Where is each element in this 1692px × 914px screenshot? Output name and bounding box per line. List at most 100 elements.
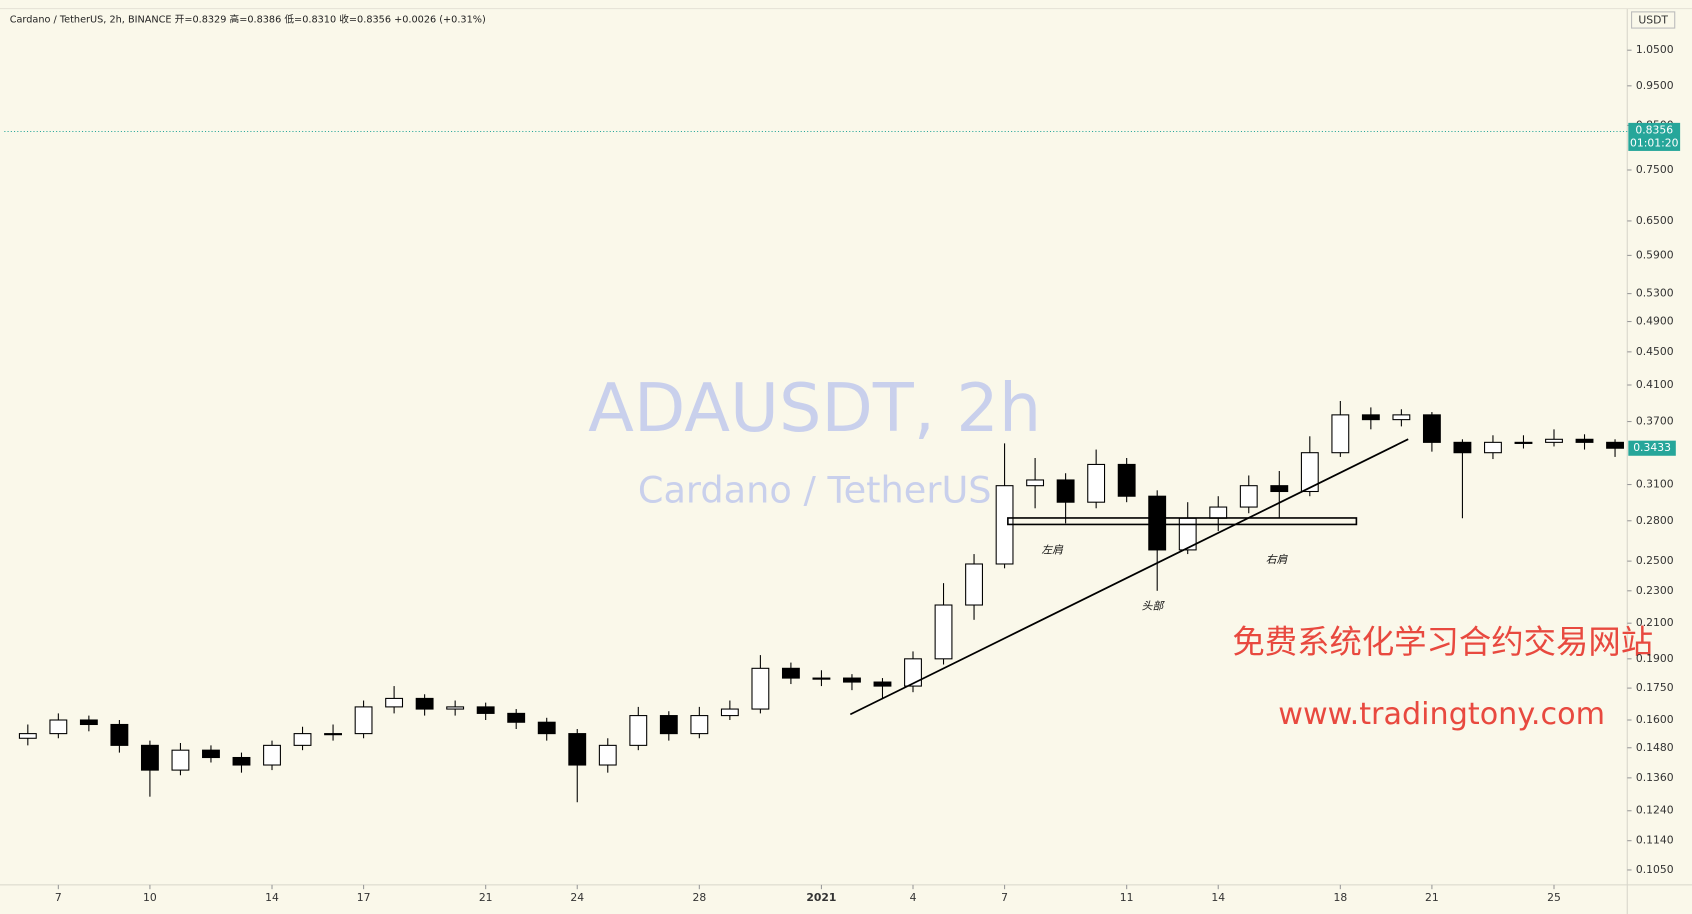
candle-body [568, 733, 587, 766]
candle-body [1087, 463, 1106, 503]
candle-body [1148, 495, 1167, 551]
candle-body [965, 563, 983, 606]
x-tick-label: 17 [357, 891, 371, 904]
y-tick-label: 0.1140 [1636, 834, 1674, 847]
currency-box [1631, 11, 1676, 29]
last-price-countdown: 01:01:20 [1630, 136, 1679, 149]
y-tick-label: 0.5900 [1636, 248, 1674, 261]
candle-body [446, 706, 465, 710]
y-tick-label: 0.9500 [1636, 79, 1674, 92]
candle-body [293, 733, 312, 746]
y-tick-label: 0.1240 [1636, 804, 1674, 817]
promo-text: 免费系统化学习合约交易网站 [1232, 623, 1653, 661]
candle-body [537, 721, 556, 735]
candle-body [1392, 414, 1411, 421]
candle-body [1117, 463, 1136, 497]
y-tick-label: 0.4100 [1636, 378, 1674, 391]
y-tick-label: 0.1480 [1636, 741, 1674, 754]
candle-body [1026, 479, 1045, 487]
candle-body [843, 677, 861, 683]
x-tick-label: 4 [910, 891, 917, 904]
candle-body [476, 706, 495, 714]
candle-body [934, 604, 953, 660]
candle-body [1239, 485, 1258, 508]
currency-label: USDT [1638, 14, 1668, 27]
x-tick-label: 14 [1211, 891, 1225, 904]
candle-body [1606, 441, 1624, 449]
x-tick-label: 10 [143, 891, 157, 904]
x-tick-label: 21 [479, 891, 493, 904]
symbol-header: Cardano / TetherUS, 2h, BINANCE 开=0.8329… [10, 12, 486, 25]
candle-body [659, 715, 678, 735]
y-tick-label: 1.0500 [1636, 43, 1674, 56]
candle-body [49, 719, 68, 735]
last-price-label: 0.8356 [1635, 123, 1673, 136]
candle-body [1453, 441, 1472, 454]
y-tick-label: 0.1050 [1636, 863, 1674, 876]
y-tick-label: 0.4900 [1636, 315, 1674, 328]
candle-body [629, 715, 648, 746]
candle-body [1422, 414, 1441, 443]
candle-body [1484, 441, 1502, 454]
y-tick-label: 0.3100 [1636, 478, 1674, 491]
x-tick-label: 24 [570, 891, 584, 904]
left-shoulder-label: 左肩 [1041, 543, 1064, 556]
x-tick-label: 11 [1120, 891, 1134, 904]
candle-body [1209, 506, 1228, 519]
candle-body [415, 697, 434, 710]
candle-body [1270, 485, 1289, 493]
candle-body [324, 733, 342, 736]
promo-url: www.tradingtony.com [1278, 697, 1605, 732]
candle-body [507, 712, 526, 723]
candle-body [751, 667, 770, 710]
candle-body [18, 733, 37, 739]
watermark-title: ADAUSDT, 2h [588, 369, 1041, 447]
y-tick-label: 0.6500 [1636, 214, 1674, 227]
y-tick-label: 0.2800 [1636, 514, 1674, 527]
x-tick-label: 7 [1001, 891, 1008, 904]
y-tick-label: 0.1360 [1636, 771, 1674, 784]
x-tick-label: 28 [692, 891, 706, 904]
candle-body [812, 677, 831, 680]
candle-body [171, 749, 190, 771]
x-tick-label: 14 [265, 891, 279, 904]
y-tick-label: 0.2500 [1636, 554, 1674, 567]
neckline-box [1007, 517, 1358, 526]
y-tick-label: 0.3700 [1636, 415, 1674, 428]
y-tick-label: 0.2100 [1636, 616, 1674, 629]
candle-body [781, 667, 800, 679]
y-tick-label: 0.1900 [1636, 652, 1674, 665]
head-label: 头部 [1142, 599, 1166, 612]
y-tick-label: 0.2300 [1636, 584, 1674, 597]
candle-body [110, 723, 129, 746]
trend-line [849, 438, 1409, 716]
y-tick-label: 0.1750 [1636, 681, 1674, 694]
x-tick-label: 2021 [806, 891, 836, 904]
current-price-label: 0.3433 [1633, 441, 1671, 454]
plot-area [18, 400, 1624, 803]
candle-body [1545, 438, 1563, 443]
x-tick-label: 18 [1333, 891, 1347, 904]
watermark-subtitle: Cardano / TetherUS [638, 469, 992, 512]
candle-body [1331, 414, 1350, 454]
x-tick-label: 7 [55, 891, 62, 904]
candle-body [720, 708, 739, 717]
candle-body [202, 749, 220, 759]
candle-body [1300, 452, 1319, 493]
y-tick-label: 0.4500 [1636, 345, 1674, 358]
candle-body [1056, 479, 1075, 503]
candle-body [904, 658, 922, 687]
y-tick-label: 0.7500 [1636, 163, 1674, 176]
last-price-box [1628, 122, 1681, 151]
right-shoulder-label: 右肩 [1266, 553, 1289, 566]
candle-body [263, 744, 281, 766]
candle-body [598, 744, 617, 766]
x-tick-label: 21 [1425, 891, 1439, 904]
candle-body [140, 744, 159, 771]
candle-body [1575, 438, 1594, 443]
candle-body [1361, 414, 1380, 421]
candle-body [385, 697, 404, 708]
